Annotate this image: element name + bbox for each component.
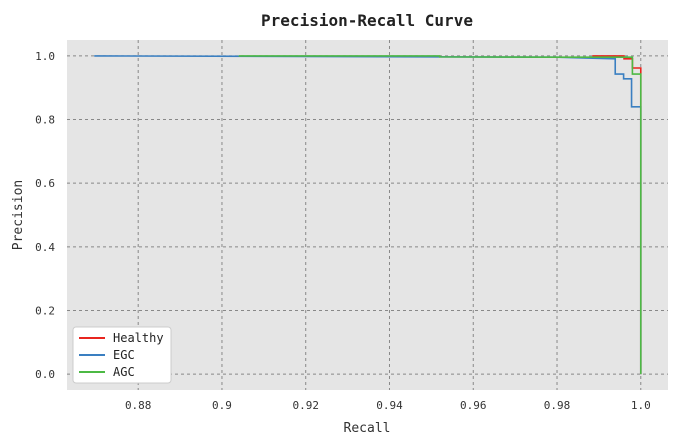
chart-title: Precision-Recall Curve bbox=[261, 11, 473, 30]
legend-box bbox=[72, 326, 172, 384]
legend: Healthy EGC AGC bbox=[72, 326, 172, 384]
y-tick-label: 0.2 bbox=[35, 304, 55, 317]
legend-label: AGC bbox=[113, 365, 135, 379]
legend-label: EGC bbox=[113, 348, 135, 362]
y-tick-label: 1.0 bbox=[35, 50, 55, 63]
x-tick-label: 0.98 bbox=[544, 399, 571, 412]
y-tick-label: 0.6 bbox=[35, 177, 55, 190]
y-tick-label: 0.4 bbox=[35, 241, 55, 254]
y-tick-label: 0.0 bbox=[35, 368, 55, 381]
x-tick-label: 0.92 bbox=[292, 399, 319, 412]
x-tick-label: 0.94 bbox=[376, 399, 403, 412]
y-axis-label: Precision bbox=[11, 180, 26, 250]
x-tick-label: 1.0 bbox=[631, 399, 651, 412]
series-line-agc bbox=[238, 55, 642, 375]
y-tick-label: 0.8 bbox=[35, 114, 55, 127]
x-tick-label: 0.96 bbox=[460, 399, 487, 412]
legend-label: Healthy bbox=[113, 331, 164, 345]
x-tick-label: 0.9 bbox=[212, 399, 232, 412]
x-tick-label: 0.88 bbox=[125, 399, 152, 412]
x-axis-label: Recall bbox=[344, 421, 391, 436]
